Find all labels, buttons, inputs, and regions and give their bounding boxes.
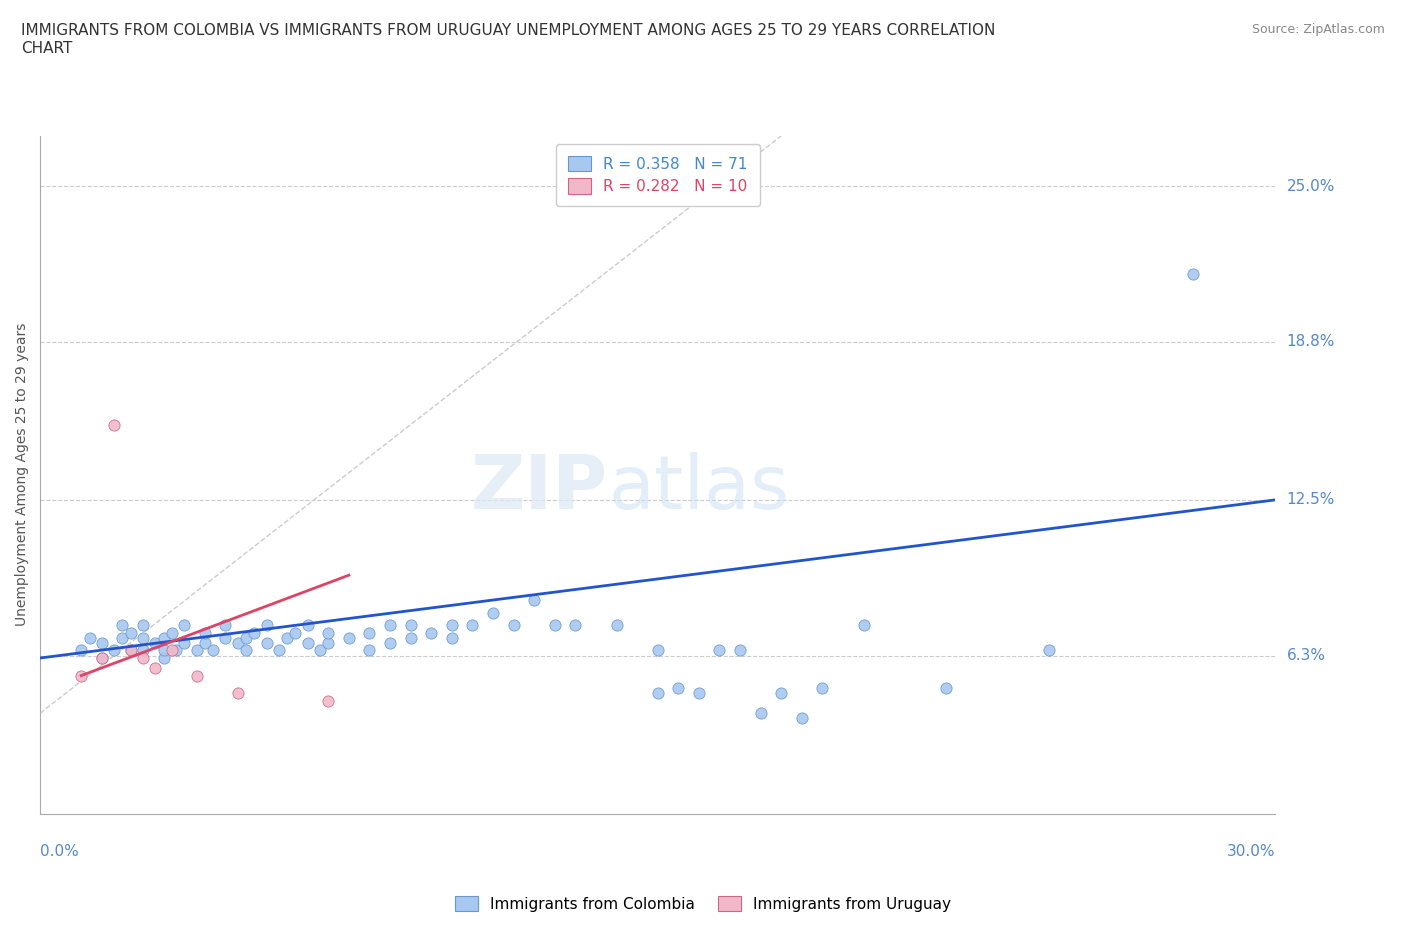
Point: [103, 418, 125, 432]
Point: [297, 618, 319, 632]
Point: [318, 693, 340, 708]
Point: [267, 643, 290, 658]
Point: [111, 631, 134, 645]
Point: [235, 643, 257, 658]
Point: [935, 681, 957, 696]
Point: [214, 618, 236, 632]
Point: [647, 685, 669, 700]
Text: 12.5%: 12.5%: [1286, 492, 1334, 508]
Point: [440, 631, 463, 645]
Point: [666, 681, 689, 696]
Text: 6.3%: 6.3%: [1286, 648, 1326, 663]
Text: ZIP: ZIP: [471, 452, 609, 525]
Text: atlas: atlas: [609, 452, 789, 525]
Y-axis label: Unemployment Among Ages 25 to 29 years: Unemployment Among Ages 25 to 29 years: [15, 323, 30, 627]
Point: [318, 626, 340, 641]
Point: [276, 631, 298, 645]
Point: [111, 618, 134, 632]
Point: [194, 635, 217, 650]
Point: [256, 618, 278, 632]
Point: [256, 635, 278, 650]
Legend: R = 0.358   N = 71, R = 0.282   N = 10: R = 0.358 N = 71, R = 0.282 N = 10: [555, 143, 759, 206]
Point: [482, 605, 505, 620]
Point: [378, 635, 401, 650]
Point: [461, 618, 484, 632]
Point: [173, 635, 195, 650]
Point: [145, 635, 167, 650]
Point: [523, 592, 546, 607]
Point: [709, 643, 731, 658]
Point: [103, 643, 125, 658]
Point: [399, 631, 422, 645]
Point: [647, 643, 669, 658]
Point: [226, 635, 249, 650]
Point: [378, 618, 401, 632]
Point: [160, 643, 183, 658]
Point: [318, 635, 340, 650]
Point: [1038, 643, 1060, 658]
Point: [770, 685, 793, 700]
Text: IMMIGRANTS FROM COLOMBIA VS IMMIGRANTS FROM URUGUAY UNEMPLOYMENT AMONG AGES 25 T: IMMIGRANTS FROM COLOMBIA VS IMMIGRANTS F…: [21, 23, 995, 56]
Text: 18.8%: 18.8%: [1286, 334, 1334, 350]
Point: [359, 643, 381, 658]
Point: [605, 618, 627, 632]
Point: [90, 651, 112, 666]
Point: [1181, 267, 1204, 282]
Point: [173, 618, 195, 632]
Point: [235, 631, 257, 645]
Point: [160, 626, 183, 641]
Point: [132, 631, 155, 645]
Point: [152, 651, 174, 666]
Point: [186, 643, 208, 658]
Point: [132, 651, 155, 666]
Text: 30.0%: 30.0%: [1227, 844, 1275, 859]
Point: [337, 631, 360, 645]
Point: [811, 681, 834, 696]
Point: [297, 635, 319, 650]
Point: [790, 711, 813, 725]
Point: [359, 626, 381, 641]
Point: [145, 660, 167, 675]
Point: [502, 618, 524, 632]
Point: [728, 643, 751, 658]
Point: [284, 626, 307, 641]
Point: [420, 626, 443, 641]
Point: [90, 651, 112, 666]
Point: [152, 631, 174, 645]
Point: [214, 631, 236, 645]
Point: [226, 685, 249, 700]
Point: [243, 626, 266, 641]
Text: 25.0%: 25.0%: [1286, 179, 1334, 193]
Point: [309, 643, 332, 658]
Point: [165, 643, 187, 658]
Point: [688, 685, 710, 700]
Point: [132, 643, 155, 658]
Point: [79, 631, 101, 645]
Point: [90, 635, 112, 650]
Point: [194, 626, 217, 641]
Point: [120, 643, 142, 658]
Legend: Immigrants from Colombia, Immigrants from Uruguay: Immigrants from Colombia, Immigrants fro…: [449, 889, 957, 918]
Point: [70, 668, 93, 683]
Point: [120, 626, 142, 641]
Point: [749, 706, 772, 721]
Point: [70, 643, 93, 658]
Point: [186, 668, 208, 683]
Text: Source: ZipAtlas.com: Source: ZipAtlas.com: [1251, 23, 1385, 36]
Point: [852, 618, 875, 632]
Point: [544, 618, 567, 632]
Text: 0.0%: 0.0%: [41, 844, 79, 859]
Point: [564, 618, 586, 632]
Point: [132, 618, 155, 632]
Point: [120, 643, 142, 658]
Point: [202, 643, 225, 658]
Point: [152, 643, 174, 658]
Point: [399, 618, 422, 632]
Point: [440, 618, 463, 632]
